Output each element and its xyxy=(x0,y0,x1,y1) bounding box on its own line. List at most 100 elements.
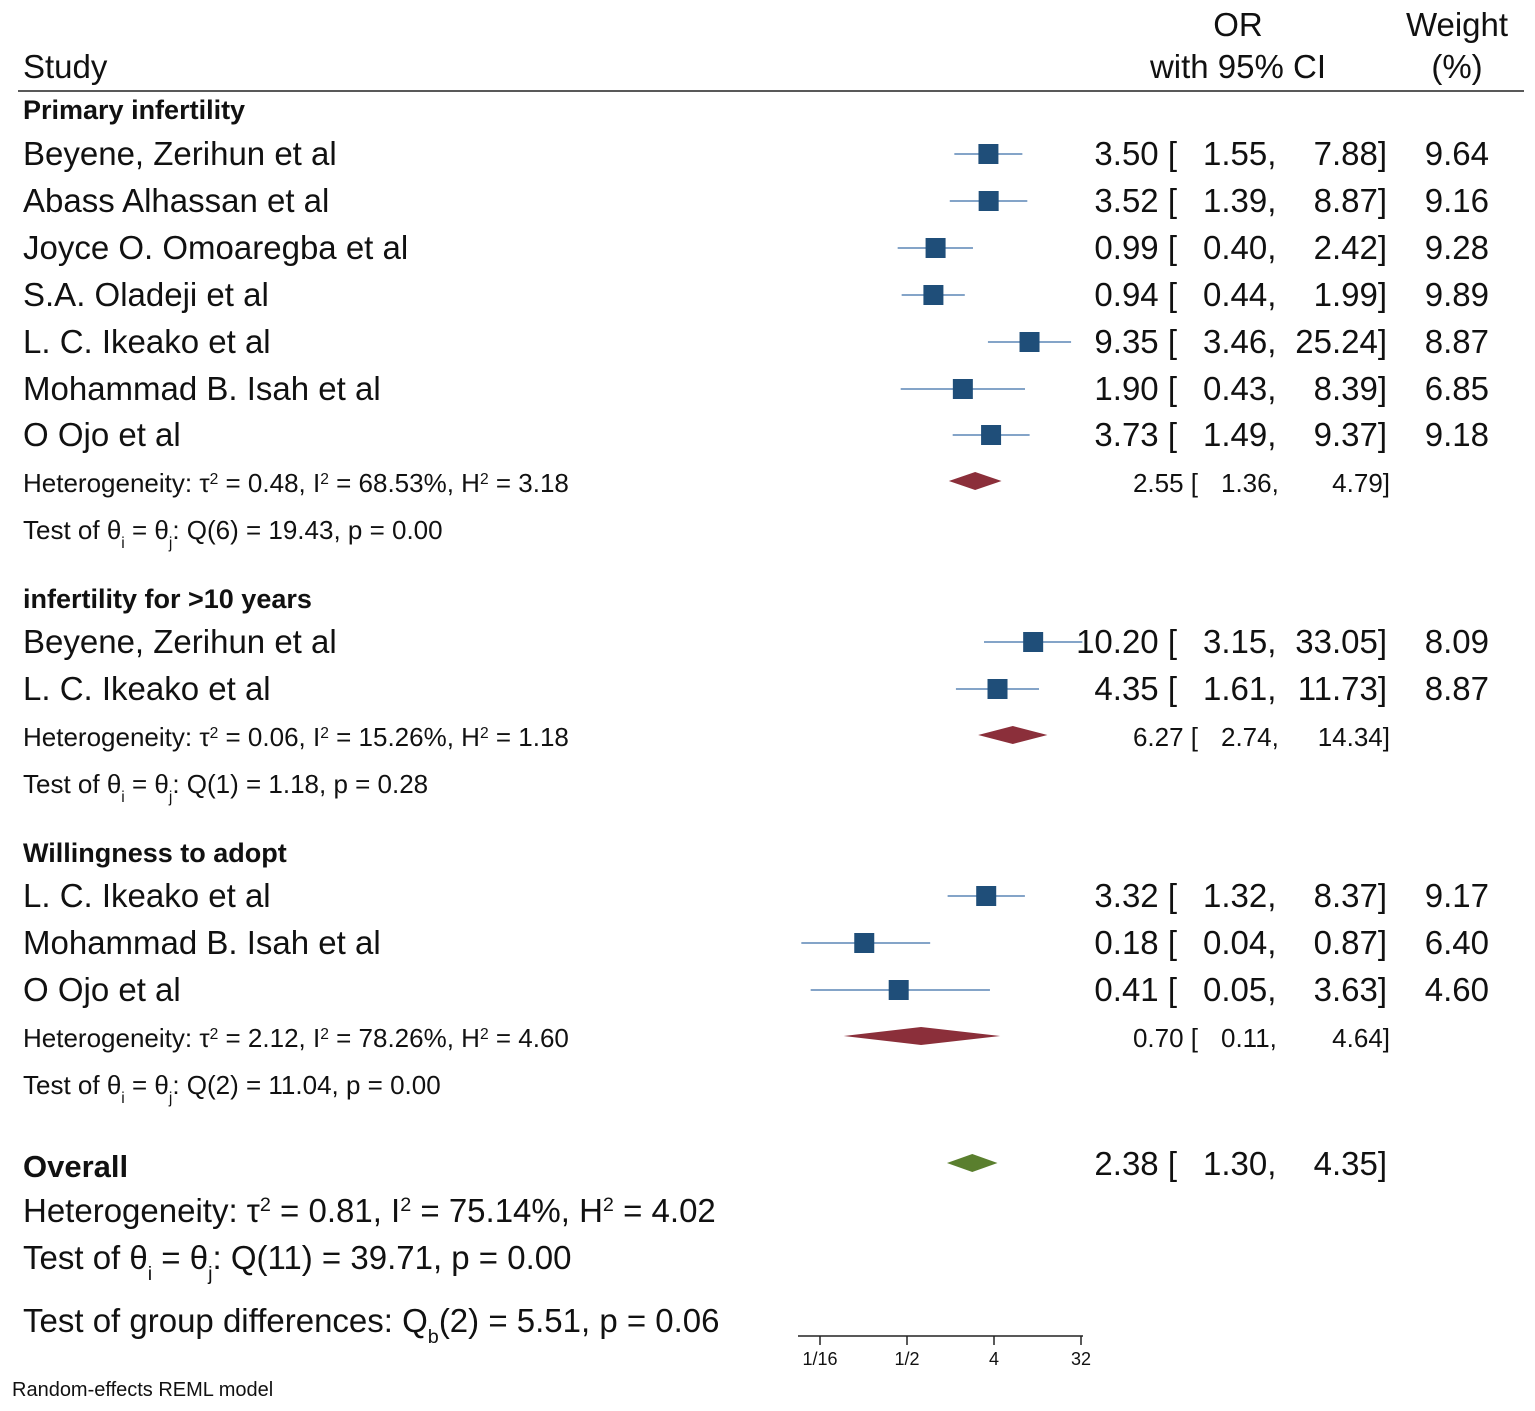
group-differences-test: Test of group differences: Qb(2) = 5.51,… xyxy=(23,1302,720,1348)
overall-ci-upper: 4.35] xyxy=(1314,1145,1387,1182)
pooled-ci-upper: 14.34] xyxy=(1318,722,1390,752)
pooled-or: 6.27 [ xyxy=(1133,722,1199,752)
subgroup-title: Willingness to adopt xyxy=(23,838,287,868)
weight-value: 8.87 xyxy=(1425,670,1489,707)
pooled-or: 2.55 [ xyxy=(1133,468,1199,498)
overall-diamond xyxy=(946,1154,998,1172)
overall-test: Test of θi = θj: Q(11) = 39.71, p = 0.00 xyxy=(23,1239,571,1285)
subgroup-test: Test of θi = θj: Q(1) = 1.18, p = 0.28 xyxy=(23,769,428,806)
ci-lower: 1.39, xyxy=(1203,182,1276,219)
study-name: Beyene, Zerihun et al xyxy=(23,623,337,660)
subgroup-test: Test of θi = θj: Q(6) = 19.43, p = 0.00 xyxy=(23,515,443,552)
pooled-ci-upper: 4.79] xyxy=(1332,468,1390,498)
ci-lower: 3.15, xyxy=(1203,623,1276,660)
or-value: 0.94 [ xyxy=(1094,276,1177,313)
or-value: 0.41 [ xyxy=(1094,971,1177,1008)
ci-lower: 1.55, xyxy=(1203,135,1276,172)
study-marker xyxy=(987,679,1008,699)
subgroup-test: Test of θi = θj: Q(2) = 11.04, p = 0.00 xyxy=(23,1070,441,1107)
or-value: 3.73 [ xyxy=(1094,416,1177,453)
model-footnote: Random-effects REML model xyxy=(12,1379,273,1401)
ci-upper: 8.87] xyxy=(1314,182,1387,219)
study-name: Abass Alhassan et al xyxy=(23,182,329,219)
weight-value: 4.60 xyxy=(1425,971,1489,1008)
weight-value: 9.89 xyxy=(1425,276,1489,313)
ci-upper: 9.37] xyxy=(1314,416,1387,453)
ci-lower: 1.49, xyxy=(1203,416,1276,453)
ci-upper: 3.63] xyxy=(1314,971,1387,1008)
header-or: OR xyxy=(1213,6,1263,43)
study-marker xyxy=(978,144,999,164)
weight-value: 8.87 xyxy=(1425,323,1489,360)
or-value: 10.20 [ xyxy=(1076,623,1177,660)
weight-value: 9.18 xyxy=(1425,416,1489,453)
or-value: 3.50 [ xyxy=(1094,135,1177,172)
study-name: Beyene, Zerihun et al xyxy=(23,135,337,172)
ci-upper: 8.37] xyxy=(1314,877,1387,914)
study-marker xyxy=(981,425,1002,445)
study-name: Mohammad B. Isah et al xyxy=(23,370,381,407)
study-name: Joyce O. Omoaregba et al xyxy=(23,229,408,266)
or-value: 1.90 [ xyxy=(1094,370,1177,407)
subgroup-diamond xyxy=(948,472,1002,490)
subgroup-title: Primary infertility xyxy=(23,95,245,125)
or-value: 3.52 [ xyxy=(1094,182,1177,219)
x-axis-tick-label: 32 xyxy=(1071,1349,1091,1369)
ci-lower: 0.04, xyxy=(1203,924,1276,961)
ci-lower: 1.32, xyxy=(1203,877,1276,914)
overall-heterogeneity: Heterogeneity: τ2 = 0.81, I2 = 75.14%, H… xyxy=(23,1192,716,1229)
study-marker xyxy=(978,191,999,211)
pooled-ci-lower: 1.36, xyxy=(1221,468,1279,498)
ci-lower: 0.44, xyxy=(1203,276,1276,313)
study-marker xyxy=(854,933,875,953)
pooled-ci-lower: 0.11, xyxy=(1221,1023,1277,1053)
subgroup-diamond xyxy=(978,726,1048,744)
ci-upper: 11.73] xyxy=(1298,670,1387,707)
ci-upper: 0.87] xyxy=(1314,924,1387,961)
study-marker xyxy=(923,285,944,305)
overall-title: Overall xyxy=(23,1149,128,1184)
ci-lower: 0.40, xyxy=(1203,229,1276,266)
ci-upper: 8.39] xyxy=(1314,370,1387,407)
pooled-or: 0.70 [ xyxy=(1133,1023,1199,1053)
x-axis-tick-label: 4 xyxy=(989,1349,999,1369)
weight-value: 9.17 xyxy=(1425,877,1489,914)
x-axis-tick-label: 1/16 xyxy=(802,1349,837,1369)
pooled-ci-upper: 4.64] xyxy=(1332,1023,1390,1053)
study-marker xyxy=(1023,632,1044,652)
weight-value: 8.09 xyxy=(1425,623,1489,660)
or-value: 0.99 [ xyxy=(1094,229,1177,266)
study-name: L. C. Ikeako et al xyxy=(23,323,271,360)
overall-or: 2.38 [ xyxy=(1094,1145,1177,1182)
study-name: S.A. Oladeji et al xyxy=(23,276,269,313)
study-name: L. C. Ikeako et al xyxy=(23,877,271,914)
ci-upper: 2.42] xyxy=(1314,229,1387,266)
subgroup-heterogeneity: Heterogeneity: τ2 = 0.06, I2 = 15.26%, H… xyxy=(23,722,569,752)
weight-value: 9.16 xyxy=(1425,182,1489,219)
ci-lower: 3.46, xyxy=(1203,323,1276,360)
ci-upper: 1.99] xyxy=(1314,276,1387,313)
or-value: 4.35 [ xyxy=(1094,670,1177,707)
ci-lower: 0.05, xyxy=(1203,971,1276,1008)
study-name: L. C. Ikeako et al xyxy=(23,670,271,707)
study-marker xyxy=(925,238,946,258)
header-weight-pct: (%) xyxy=(1431,48,1482,85)
overall-ci-lower: 1.30, xyxy=(1203,1145,1276,1182)
weight-value: 6.85 xyxy=(1425,370,1489,407)
study-name: Mohammad B. Isah et al xyxy=(23,924,381,961)
ci-upper: 33.05] xyxy=(1295,623,1387,660)
ci-upper: 25.24] xyxy=(1295,323,1387,360)
subgroup-diamond xyxy=(843,1027,1001,1045)
header-weight: Weight xyxy=(1406,6,1508,43)
ci-upper: 7.88] xyxy=(1314,135,1387,172)
subgroup-title: infertility for >10 years xyxy=(23,584,312,614)
study-marker xyxy=(976,886,997,906)
x-axis-tick-label: 1/2 xyxy=(894,1349,919,1369)
ci-lower: 1.61, xyxy=(1203,670,1276,707)
header-or-ci: with 95% CI xyxy=(1149,48,1326,85)
study-name: O Ojo et al xyxy=(23,416,181,453)
or-value: 0.18 [ xyxy=(1094,924,1177,961)
weight-value: 9.28 xyxy=(1425,229,1489,266)
study-marker xyxy=(888,980,909,1000)
